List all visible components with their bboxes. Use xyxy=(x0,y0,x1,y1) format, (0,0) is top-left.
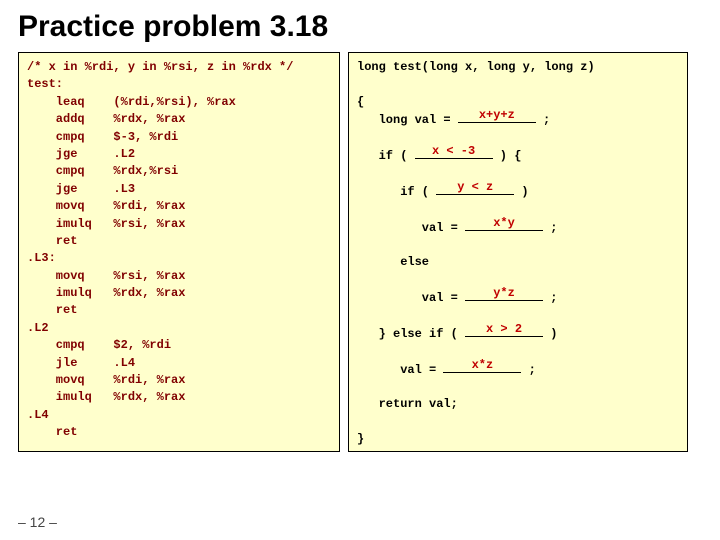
answer-blank: y*z xyxy=(465,289,543,307)
c-code-box: long test(long x, long y, long z) { long… xyxy=(348,52,688,452)
slide-number: – 12 – xyxy=(18,514,57,530)
c-code-listing: long test(long x, long y, long z) { long… xyxy=(357,59,679,449)
slide-title: Practice problem 3.18 xyxy=(18,10,702,44)
assembly-listing: /* x in %rdi, y in %rsi, z in %rdx */ te… xyxy=(27,59,331,442)
content-row: /* x in %rdi, y in %rsi, z in %rdx */ te… xyxy=(18,52,702,452)
answer-blank: x+y+z xyxy=(458,111,536,129)
answer-blank: x > 2 xyxy=(465,325,543,343)
answer-blank: x*y xyxy=(465,219,543,237)
assembly-box: /* x in %rdi, y in %rsi, z in %rdx */ te… xyxy=(18,52,340,452)
answer-blank: x*z xyxy=(443,361,521,379)
answer-blank: y < z xyxy=(436,183,514,201)
answer-blank: x < -3 xyxy=(415,147,493,165)
